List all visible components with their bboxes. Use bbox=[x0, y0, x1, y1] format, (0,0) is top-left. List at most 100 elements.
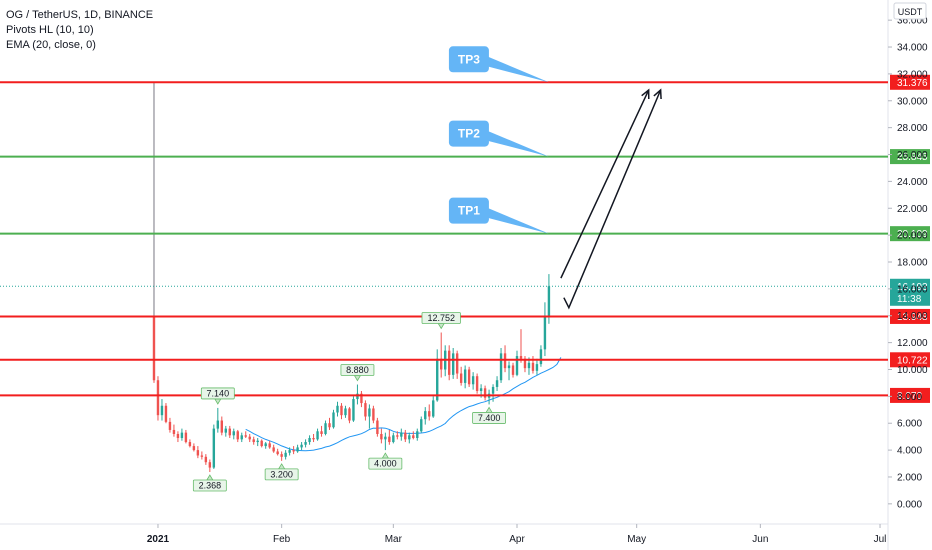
legend-ema[interactable]: EMA (20, close, 0) bbox=[6, 39, 96, 51]
candle bbox=[240, 432, 243, 443]
pivots-layer: 2.368 7.140 3.200 8.880 4.000 12.752 7.400 bbox=[192, 312, 506, 492]
candle-body bbox=[216, 420, 220, 429]
pivot-low: 4.000 bbox=[368, 452, 403, 470]
candle-body bbox=[412, 435, 415, 439]
pivot-pointer bbox=[381, 452, 390, 459]
candle-body bbox=[260, 440, 263, 447]
candle bbox=[455, 350, 459, 379]
candle bbox=[204, 454, 208, 465]
candle-body bbox=[284, 452, 287, 457]
candle bbox=[296, 444, 299, 453]
candle-body bbox=[212, 428, 216, 468]
candle-body bbox=[491, 386, 495, 394]
candle-body bbox=[224, 428, 227, 433]
candle bbox=[384, 432, 387, 451]
candle-body bbox=[531, 362, 535, 371]
candle bbox=[447, 345, 451, 381]
candle bbox=[368, 404, 371, 429]
candle-body bbox=[463, 369, 467, 383]
x-tick-label: May bbox=[627, 534, 646, 545]
pivot-low: 2.368 bbox=[192, 474, 227, 492]
candle bbox=[276, 448, 279, 456]
y-tick-label: 30.000 bbox=[897, 96, 928, 107]
callout-label: TP2 bbox=[458, 127, 480, 141]
candle bbox=[236, 429, 239, 443]
candle-body bbox=[420, 419, 423, 432]
pivot-high: 8.880 bbox=[340, 364, 375, 382]
callout-pointer bbox=[486, 207, 549, 234]
pivot-label: 7.400 bbox=[478, 413, 501, 423]
candle-body bbox=[276, 451, 279, 455]
candle-body bbox=[479, 388, 483, 391]
candle bbox=[304, 439, 307, 448]
candle-body bbox=[519, 356, 523, 359]
candle bbox=[467, 366, 471, 387]
candle-body bbox=[515, 356, 519, 375]
y-tick-label: 14.000 bbox=[897, 311, 928, 322]
candle bbox=[308, 435, 311, 445]
y-tick-label: 20.000 bbox=[897, 231, 928, 242]
candle-body bbox=[312, 438, 315, 440]
candle-body bbox=[352, 399, 355, 421]
candle bbox=[180, 428, 184, 441]
candle-body bbox=[268, 443, 271, 448]
candle-body bbox=[432, 400, 435, 417]
horizontal-lines-layer: 31.376 25.845 20.109 13.948 10.722 8.070 16.19… bbox=[0, 74, 930, 403]
pivot-label: 8.880 bbox=[346, 365, 369, 375]
candle-body bbox=[288, 450, 291, 453]
candle-body bbox=[176, 433, 180, 439]
candle-body bbox=[188, 442, 192, 447]
y-tick-label: 10.000 bbox=[897, 365, 928, 376]
candle-body bbox=[368, 408, 371, 417]
candle bbox=[531, 356, 535, 374]
legend-symbol[interactable]: OG / TetherUS, 1D, BINANCE bbox=[6, 9, 154, 21]
candle-body bbox=[451, 353, 455, 375]
pivot-label: 2.368 bbox=[199, 481, 222, 491]
targets-layer: TP3 TP2 TP1 bbox=[448, 46, 549, 234]
candle-body bbox=[328, 423, 331, 428]
candle-body bbox=[336, 405, 339, 413]
callout-label: TP1 bbox=[458, 204, 480, 218]
candle bbox=[511, 362, 515, 378]
candle-body bbox=[348, 408, 351, 421]
arrowhead-right bbox=[653, 88, 662, 100]
candle bbox=[503, 345, 507, 373]
y-tick-label: 24.000 bbox=[897, 177, 928, 188]
candle-body bbox=[204, 456, 208, 463]
callout-box bbox=[448, 197, 489, 224]
level-price-label: 8.070 bbox=[897, 391, 922, 402]
candle bbox=[364, 400, 367, 421]
candle-body bbox=[152, 315, 156, 381]
level-price-tag bbox=[890, 149, 930, 165]
legend-pivots[interactable]: Pivots HL (10, 10) bbox=[6, 24, 94, 36]
pivot-box bbox=[368, 457, 403, 470]
chart-legend: OG / TetherUS, 1D, BINANCE Pivots HL (10… bbox=[6, 8, 153, 53]
candle-body bbox=[256, 440, 259, 443]
candle-body bbox=[539, 349, 543, 365]
candle bbox=[172, 424, 176, 437]
candle bbox=[252, 436, 255, 445]
candle bbox=[372, 405, 375, 424]
candle-body bbox=[364, 403, 367, 417]
candle-body bbox=[164, 405, 168, 422]
projection-arrow bbox=[560, 89, 662, 310]
candle-body bbox=[388, 436, 391, 443]
candle-body bbox=[475, 376, 479, 391]
candle bbox=[475, 373, 479, 394]
candle-body bbox=[320, 431, 323, 434]
candle bbox=[176, 431, 180, 443]
candle bbox=[316, 428, 319, 441]
pivot-high: 7.140 bbox=[200, 387, 235, 405]
candle bbox=[220, 416, 224, 436]
candle bbox=[224, 425, 227, 437]
candle bbox=[244, 431, 247, 439]
pivot-pointer bbox=[206, 474, 214, 481]
candle-body bbox=[447, 350, 451, 375]
candle bbox=[463, 365, 467, 389]
callout-tp3: TP3 bbox=[448, 46, 549, 83]
candle bbox=[376, 417, 379, 437]
candle bbox=[412, 431, 415, 440]
last-price-tag bbox=[890, 278, 930, 306]
candle bbox=[324, 420, 327, 436]
